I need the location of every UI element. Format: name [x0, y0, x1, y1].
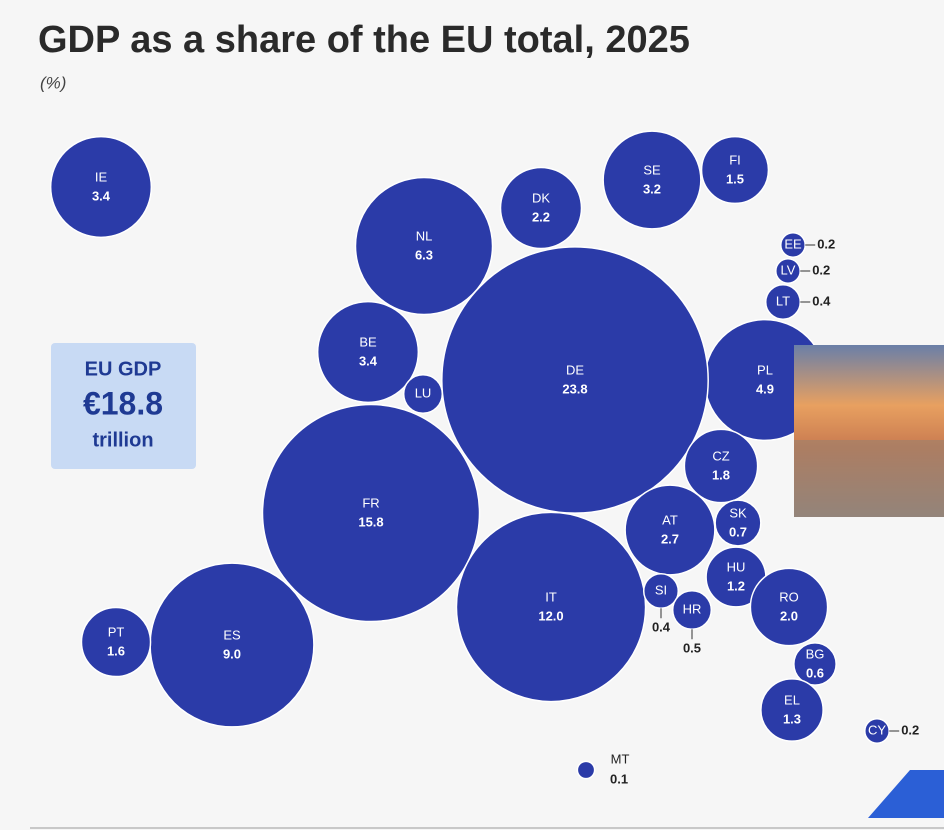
- bubbles: IE 3.4 NL 6.3 DK 2.2 SE 3.2 FI 1.5 EE 0.2 LV 0.2 LT 0.4…: [49, 130, 919, 786]
- bubble: [642, 572, 680, 610]
- bubble: [793, 642, 837, 686]
- bubble-code: ES: [223, 627, 241, 642]
- bubble-value: 0.5: [683, 641, 701, 656]
- bubble: [149, 562, 315, 728]
- bubble-code: PT: [108, 624, 125, 639]
- bubble-code: EE: [784, 236, 802, 251]
- bubble-value: 9.0: [223, 646, 241, 661]
- bubble-code: CZ: [712, 448, 729, 463]
- bubble-code: IE: [95, 169, 108, 184]
- bubble-value: 1.3: [783, 711, 801, 726]
- bubble-value: 1.8: [712, 467, 730, 482]
- bubble-value: 12.0: [538, 608, 563, 623]
- chart-subtitle: (%): [40, 73, 66, 92]
- bubble: [261, 403, 481, 623]
- bubble-code: HR: [683, 601, 702, 616]
- bubble-code: FR: [362, 495, 379, 510]
- bubble-code: DE: [566, 362, 584, 377]
- photo-town: [794, 440, 944, 517]
- bubble: [760, 678, 824, 742]
- corner-shape: [868, 770, 944, 818]
- bubble-code: MT: [611, 751, 630, 766]
- bubble: [764, 283, 802, 321]
- bubble-value: 6.3: [415, 247, 433, 262]
- bubble: [749, 567, 829, 647]
- bubble: [714, 499, 762, 547]
- bubble-code: AT: [662, 512, 678, 527]
- bubble-value: 0.7: [729, 524, 747, 539]
- bubble-value: 0.4: [812, 293, 831, 308]
- bubble-code: SK: [729, 505, 747, 520]
- bubble-code: LU: [415, 385, 432, 400]
- bubble-value: 2.2: [532, 209, 550, 224]
- bubble-value: 15.8: [358, 514, 383, 529]
- bubble-value: 23.8: [562, 381, 587, 396]
- bubble-code: FI: [729, 152, 741, 167]
- bubble-code: PL: [757, 362, 773, 377]
- bubble-code: DK: [532, 190, 550, 205]
- total-amount: €18.8: [83, 385, 163, 421]
- bubble-value: 0.2: [812, 262, 830, 277]
- bubble-value: 4.9: [756, 381, 774, 396]
- bubble-code: SE: [643, 162, 661, 177]
- bubble: [316, 300, 420, 404]
- bubble-value: 0.1: [610, 771, 628, 786]
- bubble-value: 0.4: [652, 620, 671, 635]
- bubble: [576, 760, 596, 780]
- bubble: [700, 135, 770, 205]
- total-box: [51, 343, 196, 469]
- total-unit: trillion: [92, 429, 153, 451]
- bubble-value: 0.2: [901, 722, 919, 737]
- bubble-value: 0.6: [806, 665, 824, 680]
- bubble-code: EL: [784, 692, 800, 707]
- chart-title: GDP as a share of the EU total, 2025: [38, 19, 690, 61]
- bubble-code: LV: [781, 262, 796, 277]
- total-heading: EU GDP: [85, 358, 162, 380]
- bubble-value: 0.2: [817, 236, 835, 251]
- bubble: [49, 135, 153, 239]
- bubble-value: 3.4: [359, 353, 378, 368]
- bubble: [80, 606, 152, 678]
- bubble-code: SI: [655, 582, 667, 597]
- bubble-value: 2.7: [661, 531, 679, 546]
- bubble-code: IT: [545, 589, 557, 604]
- bubble: [602, 130, 702, 230]
- bubble: [499, 166, 583, 250]
- bubble-value: 1.5: [726, 171, 744, 186]
- bubble-value: 1.2: [727, 578, 745, 593]
- bubble-code: RO: [779, 589, 799, 604]
- bubble-code: CY: [868, 722, 886, 737]
- bubble-value: 3.2: [643, 181, 661, 196]
- bubble: [455, 511, 647, 703]
- bubble-value: 1.6: [107, 643, 125, 658]
- bubble-code: BE: [359, 334, 377, 349]
- bubble-value: 2.0: [780, 608, 798, 623]
- bubble-code: BG: [806, 646, 825, 661]
- bubble-code: HU: [727, 559, 746, 574]
- bubble-code: LT: [776, 293, 790, 308]
- bubble: [683, 428, 759, 504]
- bubble-code: NL: [416, 228, 433, 243]
- bubble: [441, 246, 709, 514]
- bubble-value: 3.4: [92, 188, 111, 203]
- bubble: [624, 484, 716, 576]
- bubble: [354, 176, 494, 316]
